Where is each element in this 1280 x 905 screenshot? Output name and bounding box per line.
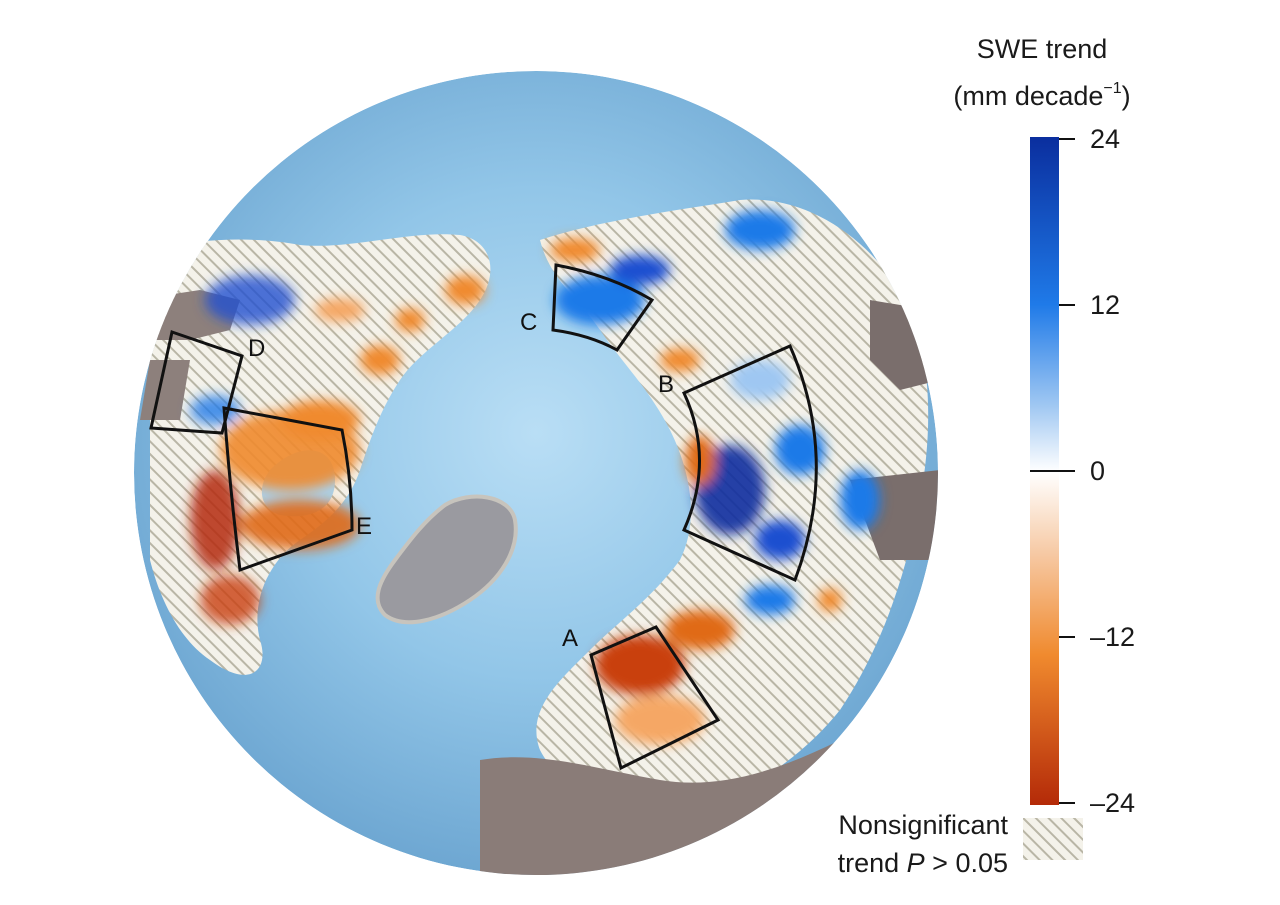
hatch-legend-line2-prefix: trend — [837, 848, 907, 878]
region-d-box — [149, 330, 244, 435]
tick-label-0: 0 — [1090, 456, 1106, 486]
region-a-box — [589, 625, 721, 771]
tick-label-24: 24 — [1090, 124, 1121, 154]
region-c-box — [551, 263, 655, 352]
legend-units-exponent: −1 — [1103, 80, 1122, 97]
region-label-d: D — [248, 335, 266, 362]
region-label-c: C — [520, 309, 538, 336]
color-bar-positive — [1030, 137, 1059, 472]
region-e-box — [222, 406, 354, 573]
greenland — [375, 494, 518, 625]
study-region-outlines — [149, 263, 818, 771]
region-label-e: E — [356, 513, 373, 540]
legend-title: SWE trend — [922, 30, 1162, 68]
color-bar — [1030, 137, 1075, 805]
legend-units-prefix: (mm decade — [953, 81, 1104, 111]
legend-units-suffix: ) — [1121, 81, 1131, 111]
tick-label-12: 12 — [1090, 290, 1121, 320]
color-bar-negative — [1030, 472, 1059, 805]
hatch-legend-line1: Nonsignificant — [838, 810, 1008, 840]
region-b-box — [681, 344, 818, 583]
legend-units: (mm decade−1) — [922, 70, 1162, 115]
tick-label-neg12: –12 — [1090, 622, 1136, 652]
hatch-swatch — [1023, 818, 1083, 860]
legend-title-line1: SWE trend — [976, 34, 1108, 64]
hatch-legend-line2-suffix: > 0.05 — [924, 848, 1008, 878]
hatch-legend-p-variable: P — [906, 848, 925, 878]
hatch-legend-line2: trend P > 0.05 — [798, 846, 1008, 880]
eurasia-trend-patches — [550, 210, 880, 745]
polar-globe — [134, 71, 938, 875]
region-label-a: A — [562, 625, 579, 652]
tick-label-neg24: –24 — [1090, 788, 1136, 818]
north-america-trend-patches — [190, 275, 485, 625]
region-label-b: B — [658, 371, 675, 398]
